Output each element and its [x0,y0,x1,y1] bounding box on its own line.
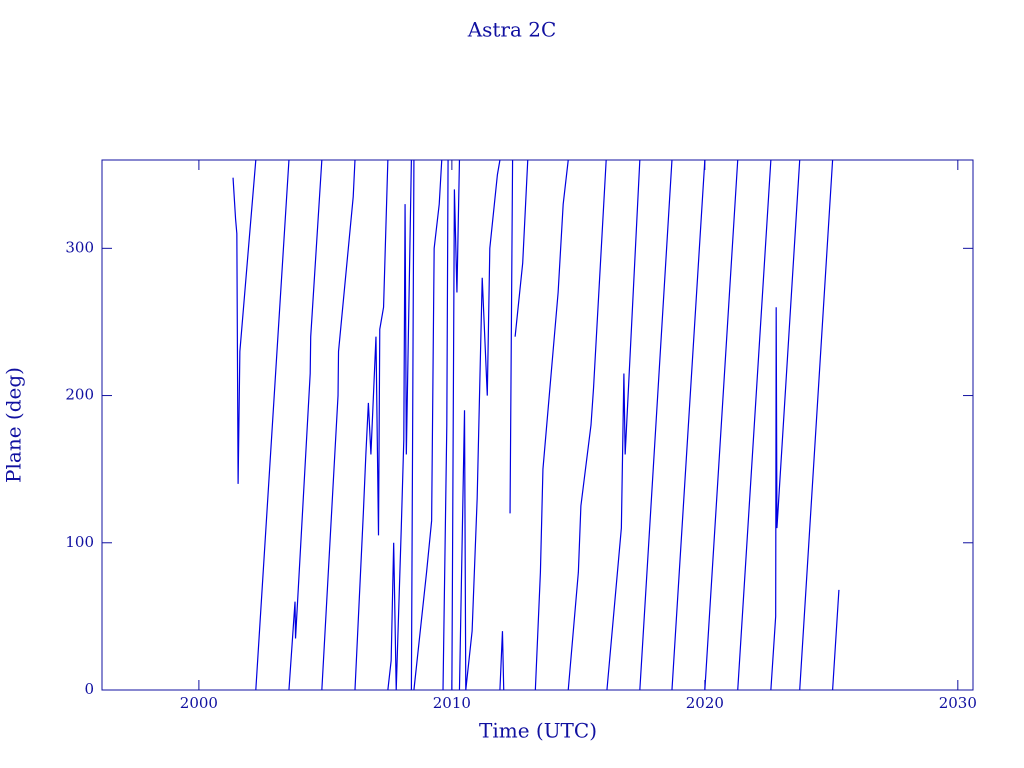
y-tick-label: 0 [84,680,94,698]
y-tick-label: 200 [65,386,94,404]
x-axis-label: Time (UTC) [479,719,597,743]
y-tick-label: 300 [65,238,94,256]
x-tick-label: 2020 [686,694,724,712]
y-tick-label: 100 [65,533,94,551]
y-axis-label: Plane (deg) [2,367,26,483]
data-line [232,159,840,691]
x-tick-label: 2030 [939,694,977,712]
chart-title: Astra 2C [467,18,557,42]
x-tick-label: 2000 [180,694,218,712]
plot-frame [101,159,974,691]
x-tick-label: 2010 [433,694,471,712]
